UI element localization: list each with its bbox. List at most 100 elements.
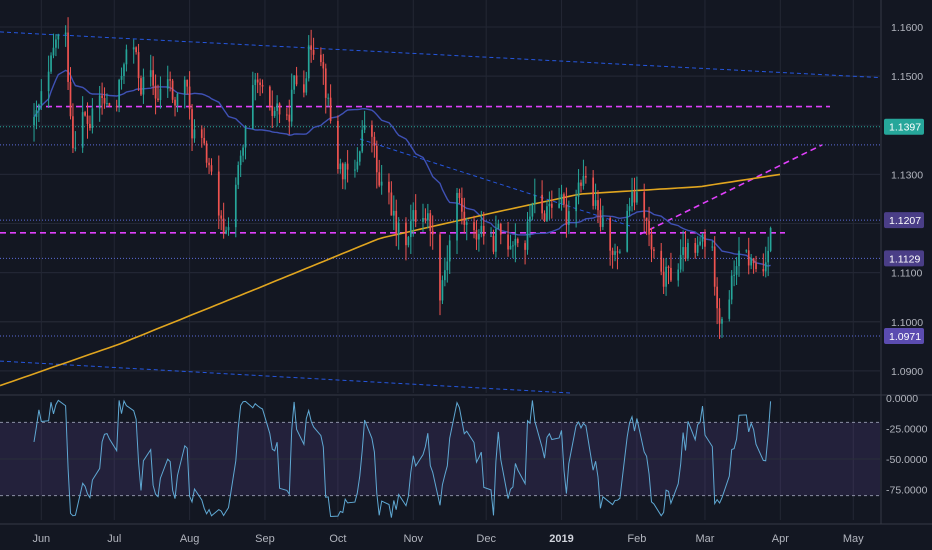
candle[interactable] [667, 266, 670, 268]
candle[interactable] [730, 275, 733, 300]
candle[interactable] [628, 206, 631, 211]
candle[interactable] [149, 70, 152, 77]
candle[interactable] [524, 243, 526, 250]
candle[interactable] [244, 128, 247, 148]
candle[interactable] [563, 194, 565, 205]
candle[interactable] [499, 223, 502, 235]
candle[interactable] [217, 171, 220, 216]
candle[interactable] [490, 235, 492, 237]
candle[interactable] [157, 98, 159, 101]
candle[interactable] [64, 32, 67, 35]
candle[interactable] [616, 251, 619, 253]
candle[interactable] [220, 215, 223, 219]
candle[interactable] [426, 213, 429, 221]
candle[interactable] [320, 54, 322, 63]
candle[interactable] [227, 227, 230, 231]
candle[interactable] [69, 81, 72, 117]
candle[interactable] [118, 79, 120, 107]
candle[interactable] [67, 32, 69, 82]
candle[interactable] [592, 177, 594, 206]
candle[interactable] [602, 217, 604, 227]
candle[interactable] [74, 147, 77, 149]
candle[interactable] [611, 250, 614, 255]
candle[interactable] [507, 234, 509, 250]
candle[interactable] [225, 230, 227, 234]
candle[interactable] [268, 86, 271, 106]
candle[interactable] [106, 103, 108, 105]
candle[interactable] [543, 213, 546, 221]
candle[interactable] [356, 161, 359, 170]
candle[interactable] [363, 125, 366, 130]
candle[interactable] [439, 234, 441, 301]
candle[interactable] [361, 129, 364, 152]
candle[interactable] [694, 242, 697, 253]
candle[interactable] [548, 203, 551, 207]
candle[interactable] [755, 263, 757, 270]
candle[interactable] [509, 245, 512, 250]
candle[interactable] [431, 230, 434, 235]
candle[interactable] [577, 182, 580, 197]
candle[interactable] [261, 84, 264, 87]
candle[interactable] [599, 210, 602, 227]
candle[interactable] [711, 246, 714, 248]
candle[interactable] [33, 116, 35, 126]
candle[interactable] [550, 203, 553, 208]
candle[interactable] [679, 254, 682, 270]
candle[interactable] [222, 218, 225, 234]
candle[interactable] [35, 110, 38, 117]
candle[interactable] [463, 211, 466, 225]
candle[interactable] [373, 136, 376, 146]
candle[interactable] [424, 218, 427, 221]
candle[interactable] [738, 250, 740, 267]
candle[interactable] [456, 192, 458, 241]
candle[interactable] [169, 79, 172, 81]
candle[interactable] [312, 49, 315, 55]
candle[interactable] [276, 103, 278, 111]
candle[interactable] [682, 247, 684, 255]
candle[interactable] [648, 220, 650, 235]
candle[interactable] [91, 108, 94, 129]
candle[interactable] [341, 163, 344, 180]
candle[interactable] [380, 181, 383, 186]
candle[interactable] [660, 250, 663, 272]
candle[interactable] [752, 258, 755, 264]
candle[interactable] [565, 204, 568, 225]
candle[interactable] [115, 106, 118, 108]
candle[interactable] [414, 210, 417, 222]
candle[interactable] [405, 222, 407, 246]
candle[interactable] [662, 271, 665, 287]
candle[interactable] [633, 191, 636, 203]
candle[interactable] [354, 169, 356, 171]
candle[interactable] [135, 47, 137, 53]
candle[interactable] [307, 45, 310, 79]
candle[interactable] [594, 200, 597, 206]
candle[interactable] [171, 80, 174, 100]
candle[interactable] [643, 192, 646, 218]
candle[interactable] [728, 299, 731, 319]
candle[interactable] [288, 114, 291, 122]
candle[interactable] [120, 75, 123, 80]
candle[interactable] [55, 39, 57, 48]
candle[interactable] [344, 163, 347, 180]
candle[interactable] [762, 269, 765, 272]
candle[interactable] [764, 262, 767, 272]
candle[interactable] [371, 125, 373, 137]
candle[interactable] [50, 55, 52, 72]
candle[interactable] [585, 175, 587, 178]
candle[interactable] [735, 266, 738, 275]
candle[interactable] [397, 222, 400, 235]
candle[interactable] [407, 237, 410, 246]
candle[interactable] [560, 194, 563, 204]
candle[interactable] [390, 192, 393, 216]
candle[interactable] [546, 206, 548, 221]
candle[interactable] [684, 247, 687, 259]
candle[interactable] [580, 182, 582, 186]
candle[interactable] [609, 217, 612, 251]
candle[interactable] [108, 103, 111, 107]
candle[interactable] [183, 79, 186, 94]
candle[interactable] [558, 203, 560, 208]
candle[interactable] [388, 181, 390, 193]
candle[interactable] [239, 155, 242, 166]
candle[interactable] [273, 110, 276, 116]
